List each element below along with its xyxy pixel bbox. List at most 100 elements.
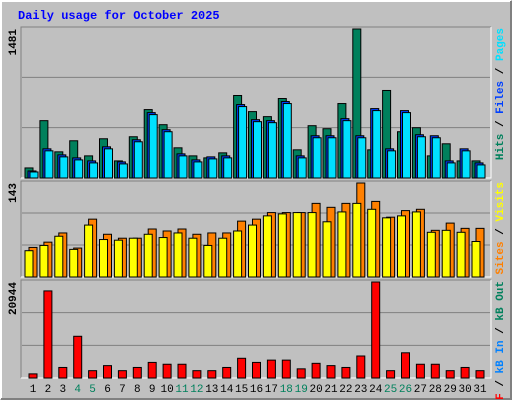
x-tick-label: 2: [45, 384, 52, 396]
legend-separator: /: [495, 61, 507, 81]
legend-entry: Hits: [495, 134, 507, 160]
legend-entry: Sites: [495, 241, 507, 274]
bar: [89, 162, 99, 179]
bar: [178, 155, 188, 179]
x-tick-label: 15: [235, 384, 248, 396]
x-tick-label: 10: [160, 384, 173, 396]
bar: [218, 237, 228, 278]
bar: [24, 250, 34, 278]
bar: [262, 215, 272, 278]
bar: [43, 290, 53, 379]
x-tick-label: 25: [384, 384, 397, 396]
bar: [173, 232, 183, 278]
x-tick-label: 21: [324, 384, 338, 396]
bar: [104, 148, 113, 179]
bar: [441, 229, 451, 278]
bar: [311, 362, 321, 379]
bar: [460, 366, 470, 379]
bar: [446, 162, 456, 179]
bar: [475, 370, 485, 379]
bar: [371, 281, 381, 379]
panel-border: [20, 180, 491, 277]
bar: [282, 103, 292, 179]
bar: [233, 230, 243, 278]
bar: [252, 361, 261, 379]
bar: [356, 355, 366, 379]
bar: [456, 231, 466, 278]
bar: [148, 114, 158, 179]
bar: [401, 352, 410, 379]
bar: [103, 365, 112, 379]
bar: [476, 164, 486, 179]
bar: [158, 237, 168, 278]
bar: [471, 241, 481, 278]
bar: [266, 359, 276, 379]
bar: [386, 370, 396, 379]
bar: [54, 235, 64, 278]
x-tick-label: 9: [149, 384, 156, 396]
x-tick-label: 7: [119, 384, 126, 396]
legend-separator: /: [495, 222, 507, 242]
legend-entry: kB F: [495, 393, 507, 400]
bar: [357, 137, 367, 179]
legend: Sites / Visits: [495, 182, 507, 274]
x-tick-label: 31: [473, 384, 487, 396]
x-tick-label: 4: [74, 384, 81, 396]
x-tick-label: 3: [59, 384, 66, 396]
bar: [128, 237, 138, 278]
legend: kB F / kB In / kB Out: [495, 281, 507, 400]
bar: [307, 212, 317, 278]
x-tick-label: 1: [30, 384, 37, 396]
panel-border: [20, 279, 491, 378]
legend-separator: /: [495, 321, 507, 341]
bar: [296, 368, 306, 379]
bar: [222, 366, 232, 379]
bar: [326, 365, 336, 379]
bar: [397, 215, 406, 278]
bar: [74, 159, 84, 179]
bar: [322, 221, 332, 278]
bar: [352, 202, 362, 278]
bar: [430, 363, 440, 379]
y-tick-label: 1481: [8, 29, 20, 56]
x-tick-label: 24: [369, 384, 383, 396]
bar: [147, 361, 157, 379]
bar: [29, 171, 39, 179]
panel-border: [20, 26, 491, 178]
x-tick-label: 13: [205, 384, 218, 396]
y-tick-label: 20944: [8, 282, 20, 315]
bar: [337, 211, 347, 278]
x-tick-label: 16: [250, 384, 263, 396]
bar: [208, 158, 218, 179]
bar: [341, 366, 351, 379]
bar: [445, 370, 455, 379]
bar: [73, 335, 83, 379]
bar: [342, 120, 352, 179]
x-tick-label: 26: [399, 384, 412, 396]
bar: [162, 363, 172, 379]
x-tick-label: 20: [309, 384, 322, 396]
bar: [382, 217, 392, 278]
bar: [69, 248, 79, 278]
legend-entry: kB In: [495, 340, 507, 373]
bar: [372, 110, 382, 179]
bar: [253, 121, 262, 179]
x-tick-label: 17: [265, 384, 278, 396]
x-tick-label: 11: [175, 384, 189, 396]
panel: [21, 280, 491, 378]
bar: [415, 363, 425, 379]
bar: [58, 366, 68, 379]
bar: [267, 122, 277, 179]
bar: [277, 213, 287, 278]
x-tick-label: 5: [89, 384, 96, 396]
x-tick-label: 6: [104, 384, 111, 396]
x-tick-label: 30: [458, 384, 471, 396]
bar: [113, 239, 123, 278]
legend-entry: Files: [495, 81, 507, 114]
x-tick-label: 23: [354, 384, 367, 396]
bar: [292, 212, 302, 278]
legend-separator: /: [495, 373, 507, 393]
bar: [431, 137, 441, 179]
